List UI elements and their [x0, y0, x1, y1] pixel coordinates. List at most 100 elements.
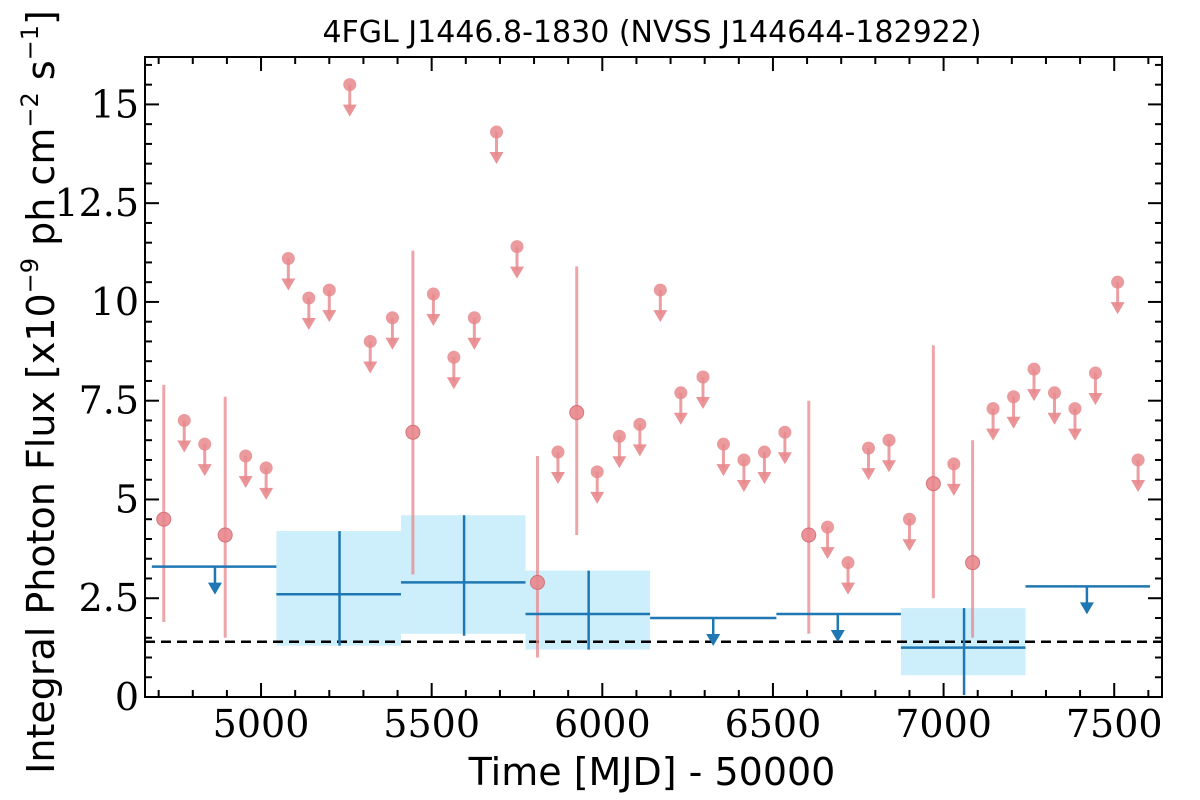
y-tick-label-6: 15	[91, 82, 139, 126]
monthly-ul-arrow-19	[653, 310, 668, 323]
yearly-ul-arrow-3	[1079, 602, 1094, 615]
monthly-ul-point-36	[1068, 402, 1082, 416]
monthly-ul-point-32	[986, 402, 1000, 416]
monthly-ul-arrow-37	[1088, 393, 1103, 406]
monthly-ul-arrow-29	[881, 460, 896, 473]
monthly-ul-arrow-17	[612, 456, 627, 469]
monthly-ul-point-7	[343, 78, 357, 92]
monthly-ul-arrow-35	[1047, 412, 1062, 425]
monthly-ul-point-35	[1047, 386, 1061, 400]
monthly-ul-arrow-12	[467, 337, 482, 350]
monthly-ul-arrow-11	[446, 377, 461, 390]
monthly-ul-point-14	[510, 240, 524, 254]
monthly-ul-arrow-0	[177, 440, 192, 453]
y-axis-label-exp3: −1	[16, 25, 44, 60]
monthly-ul-point-26	[821, 520, 835, 534]
yearly-series-layer	[151, 515, 1151, 696]
monthly-ul-arrow-14	[509, 266, 524, 279]
x-axis-label: Time [MJD] - 50000	[468, 750, 836, 794]
monthly-point-2	[405, 424, 421, 440]
monthly-ul-point-34	[1027, 362, 1041, 376]
monthly-ul-arrow-31	[946, 483, 961, 496]
monthly-ul-arrow-9	[385, 337, 400, 350]
monthly-ul-point-9	[385, 311, 399, 325]
monthly-ul-arrow-25	[777, 452, 792, 465]
yearly-ul-arrow-2	[830, 630, 845, 643]
monthly-ul-point-37	[1088, 366, 1102, 380]
monthly-ul-point-23	[737, 453, 751, 467]
monthly-ul-point-12	[467, 311, 481, 325]
x-tick-label-1: 5500	[383, 702, 480, 746]
monthly-ul-arrow-21	[695, 397, 710, 409]
monthly-series-layer	[156, 78, 1146, 658]
monthly-ul-point-22	[716, 437, 730, 451]
monthly-ul-arrow-2	[238, 476, 253, 489]
monthly-point-4	[569, 405, 585, 421]
x-tick-label-4: 7000	[895, 702, 992, 746]
monthly-ul-point-6	[322, 283, 336, 297]
monthly-ul-arrow-8	[363, 361, 378, 374]
monthly-ul-point-28	[862, 441, 876, 455]
monthly-ul-point-19	[653, 283, 667, 297]
monthly-point-5	[801, 527, 817, 543]
monthly-ul-arrow-28	[861, 468, 876, 481]
monthly-ul-arrow-27	[841, 582, 856, 595]
monthly-ul-point-30	[902, 512, 916, 526]
monthly-ul-arrow-13	[489, 152, 504, 165]
monthly-ul-point-5	[302, 291, 316, 305]
monthly-ul-point-21	[696, 370, 710, 384]
monthly-point-7	[965, 555, 981, 571]
y-axis-label-base: Integral Photon Flux [x10	[19, 293, 63, 774]
y-tick-label-5: 12.5	[54, 181, 139, 225]
monthly-ul-point-3	[259, 461, 273, 475]
monthly-ul-point-24	[757, 445, 771, 459]
y-tick-label-0: 0	[115, 675, 139, 719]
monthly-ul-point-33	[1007, 390, 1021, 404]
y-tick-label-4: 10	[91, 280, 139, 324]
monthly-ul-point-11	[447, 350, 461, 364]
monthly-ul-point-20	[674, 386, 688, 400]
monthly-ul-arrow-15	[550, 472, 565, 485]
monthly-ul-point-18	[633, 417, 647, 431]
y-axis-label-mid1: ph cm	[19, 128, 63, 258]
monthly-point-0	[156, 511, 172, 527]
y-axis-label: Integral Photon Flux [x10−9 ph cm−2 s−1]	[16, 10, 63, 774]
monthly-ul-point-29	[882, 433, 896, 447]
monthly-ul-arrow-38	[1110, 302, 1125, 315]
monthly-ul-arrow-6	[322, 310, 337, 323]
monthly-point-1	[217, 527, 233, 543]
monthly-ul-arrow-23	[736, 479, 751, 492]
y-tick-label-3: 7.5	[79, 379, 139, 423]
monthly-ul-arrow-33	[1006, 416, 1021, 429]
monthly-ul-arrow-39	[1131, 479, 1146, 492]
monthly-ul-point-10	[426, 287, 440, 301]
monthly-ul-point-39	[1131, 453, 1145, 467]
monthly-ul-arrow-16	[590, 491, 605, 504]
monthly-ul-arrow-18	[632, 444, 647, 457]
monthly-ul-point-1	[198, 437, 212, 451]
monthly-ul-arrow-32	[986, 428, 1001, 441]
monthly-ul-arrow-26	[820, 547, 835, 560]
monthly-ul-arrow-36	[1067, 428, 1082, 441]
x-tick-label-0: 5000	[213, 702, 310, 746]
monthly-ul-arrow-10	[426, 314, 441, 327]
monthly-ul-arrow-22	[716, 464, 731, 477]
chart-title: 4FGL J1446.8-1830 (NVSS J144644-182922)	[322, 15, 981, 50]
monthly-ul-arrow-7	[342, 104, 357, 117]
x-tick-label-3: 6500	[725, 702, 822, 746]
monthly-point-3	[529, 574, 545, 590]
yearly-ul-arrow-0	[207, 582, 222, 595]
monthly-point-6	[925, 476, 941, 492]
axes-layer: 5000 5500 6000 6500 7000 7500 0 2.5 5 7.5 10 12.5 15	[54, 56, 1163, 746]
y-tick-label-2: 5	[115, 477, 139, 521]
monthly-ul-point-16	[590, 465, 604, 479]
monthly-ul-point-25	[778, 425, 792, 439]
monthly-ul-arrow-24	[757, 472, 772, 485]
monthly-ul-arrow-3	[259, 487, 274, 500]
monthly-ul-arrow-1	[197, 464, 212, 477]
x-tick-label-2: 6000	[554, 702, 651, 746]
monthly-ul-arrow-34	[1027, 389, 1042, 402]
y-axis-label-exp1: −9	[16, 258, 44, 293]
monthly-ul-point-31	[947, 457, 961, 471]
plot-frame	[144, 56, 1163, 698]
